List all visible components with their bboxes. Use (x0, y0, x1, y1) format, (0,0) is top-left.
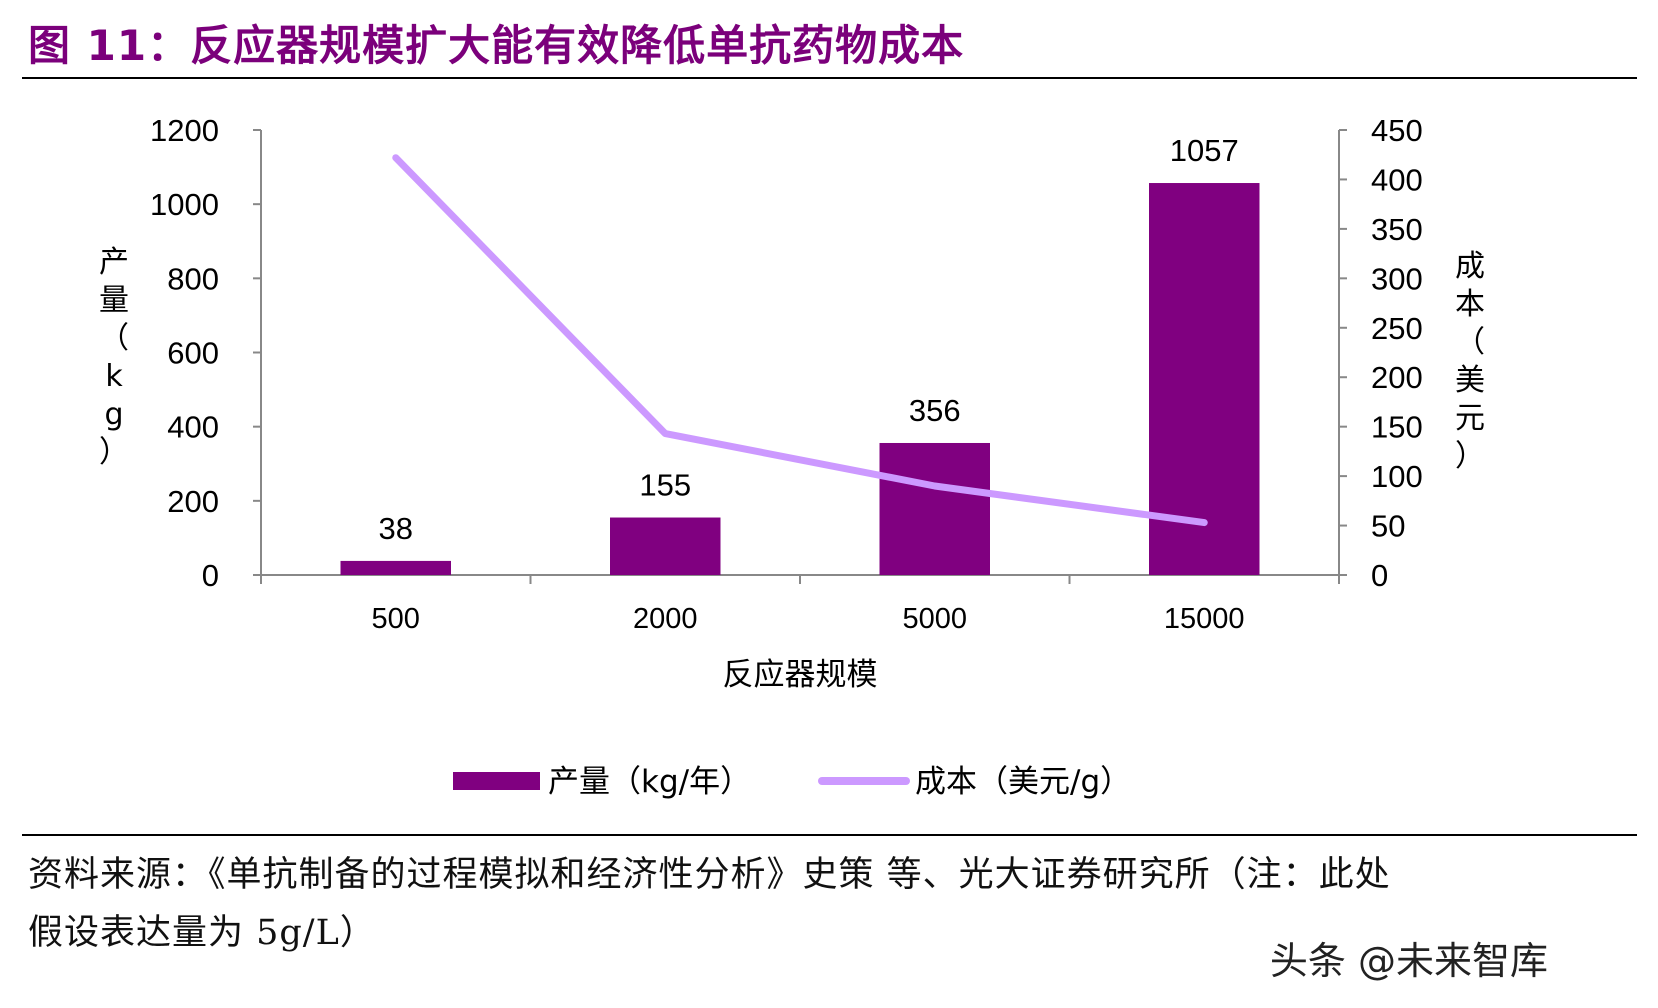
axis-title-char: 本 (1455, 287, 1485, 322)
right-tick-label: 350 (1371, 212, 1423, 247)
left-tick-label: 0 (202, 558, 219, 593)
cost-line (392, 154, 1208, 527)
right-tick-label: 0 (1371, 558, 1388, 593)
right-axis-title: 成本（美元） (1455, 249, 1485, 474)
x-axis-title: 反应器规模 (723, 657, 878, 693)
bar-data-label: 38 (379, 511, 413, 546)
axis-title-char: 美 (1455, 363, 1485, 398)
bars (340, 183, 1260, 575)
source-note-line2: 假设表达量为 5g/L） (28, 913, 376, 953)
left-tick-label: 400 (167, 410, 219, 445)
bar-data-label: 356 (909, 393, 961, 428)
left-axis-title: 产量（kg） (99, 245, 129, 470)
legend-swatch-bar (453, 772, 540, 790)
bar-data-label: 1057 (1170, 133, 1239, 168)
bar-15000 (1149, 183, 1260, 575)
left-tick-label: 600 (167, 336, 219, 371)
bar-2000 (610, 517, 721, 575)
x-tick-label: 500 (372, 603, 420, 635)
right-tick-label: 50 (1371, 509, 1405, 544)
left-tick-label: 800 (167, 261, 219, 296)
right-tick-label: 300 (1371, 261, 1423, 296)
bar-data-label: 155 (639, 468, 691, 503)
source-rule (22, 834, 1637, 836)
watermark: 头条 @未来智库 (1269, 939, 1548, 983)
axis-title-char: （ (99, 321, 129, 356)
dual-axis-chart: 0 200 400 600 800 1000 1200 0 50 100 150 200 250 300 3… (99, 113, 1485, 800)
right-tick-label: 200 (1371, 360, 1423, 395)
x-tick-label: 5000 (902, 603, 967, 635)
right-tick-label: 450 (1371, 113, 1423, 148)
x-tick-label: 15000 (1164, 603, 1245, 635)
labels: 38 155 356 1057 (379, 133, 1239, 546)
x-tick-label: 2000 (633, 603, 698, 635)
axis-title-char: 成 (1455, 249, 1485, 284)
right-tick-label: 400 (1371, 162, 1423, 197)
left-tick-label: 1200 (150, 113, 219, 148)
axes: 0 200 400 600 800 1000 1200 0 50 100 150 200 250 300 3… (99, 113, 1485, 693)
axis-title-char: g (104, 397, 123, 432)
axis-title-char: ） (1455, 439, 1485, 474)
legend-label-line: 成本（美元/g） (915, 764, 1131, 800)
axis-title-char: （ (1455, 325, 1485, 360)
axis-title-char: 元 (1455, 401, 1485, 436)
left-tick-label: 1000 (150, 187, 219, 222)
axis-title-char: 产 (99, 245, 129, 280)
right-tick-label: 250 (1371, 311, 1423, 346)
legend-label-bar: 产量（kg/年） (548, 764, 751, 800)
left-tick-label: 200 (167, 484, 219, 519)
title-rule (22, 77, 1637, 79)
figure-title: 图 11：反应器规模扩大能有效降低单抗药物成本 (28, 21, 965, 70)
axis-title-char: ） (99, 435, 129, 470)
cost-line-path (392, 154, 1208, 527)
bar-500 (340, 560, 451, 575)
axis-title-char: k (105, 359, 123, 394)
source-note-line1: 资料来源：《单抗制备的过程模拟和经济性分析》史策 等、光大证券研究所（注：此处 (28, 855, 1391, 895)
axis-title-char: 量 (99, 283, 129, 318)
right-tick-label: 150 (1371, 410, 1423, 445)
legend: 产量（kg/年） 成本（美元/g） (453, 764, 1131, 800)
bar-5000 (879, 442, 990, 575)
right-tick-label: 100 (1371, 459, 1423, 494)
